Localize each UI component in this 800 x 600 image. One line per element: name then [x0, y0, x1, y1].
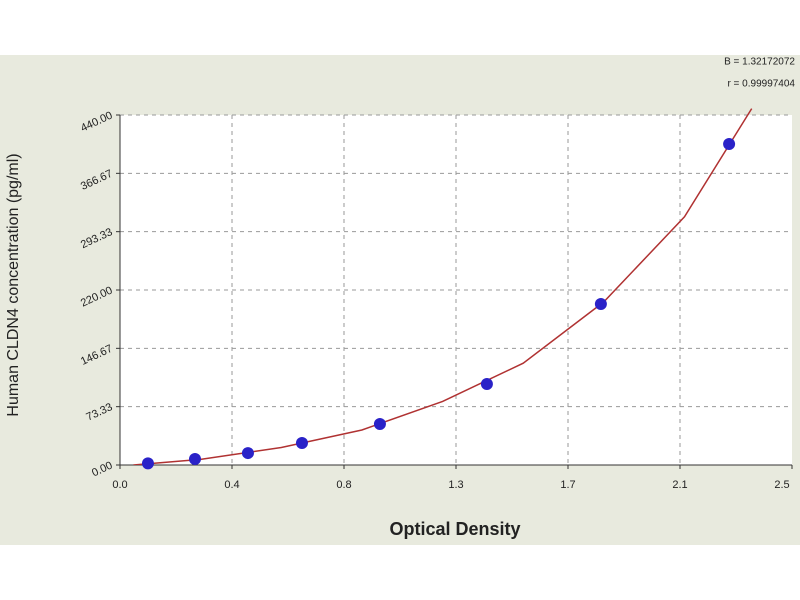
- x-tick-label: 2.1: [672, 479, 687, 491]
- data-point: [723, 138, 736, 151]
- x-tick-label: 1.7: [560, 479, 575, 491]
- x-tick-label: 0.8: [336, 479, 351, 491]
- data-point: [295, 436, 308, 449]
- annotation: r = 0.99997404: [727, 79, 795, 90]
- data-point: [188, 453, 201, 466]
- annotation: B = 1.32172072: [724, 57, 795, 68]
- fit-curve: [133, 108, 753, 465]
- x-tick-label: 1.3: [448, 479, 463, 491]
- x-tick-label: 2.5: [774, 479, 789, 491]
- data-point: [480, 378, 493, 391]
- x-axis-title: Optical Density: [389, 519, 520, 539]
- data-point: [141, 457, 154, 470]
- data-point: [373, 418, 386, 431]
- x-tick-label: 0.0: [112, 479, 127, 491]
- data-point: [594, 298, 607, 310]
- y-axis-title: Human CLDN4 concentration (pg/ml): [5, 153, 22, 416]
- x-tick-label: 0.4: [224, 479, 239, 491]
- data-point: [241, 447, 254, 460]
